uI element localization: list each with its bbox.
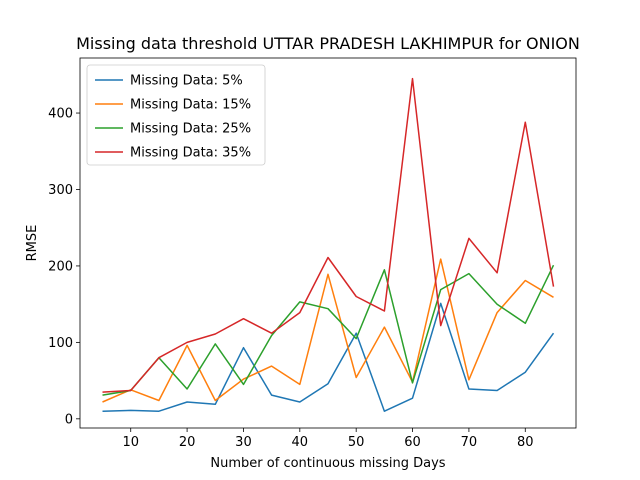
series-line-3	[102, 264, 555, 396]
x-tick-label: 50	[348, 435, 365, 450]
x-tick-label: 60	[404, 435, 421, 450]
legend-label-1: Missing Data: 5%	[130, 74, 243, 89]
y-tick-label: 300	[48, 183, 73, 198]
series-line-2	[102, 258, 554, 403]
x-tick-label: 30	[235, 435, 252, 450]
x-tick-label: 70	[461, 435, 478, 450]
y-tick-label: 200	[48, 259, 73, 274]
series-line-1	[102, 302, 555, 412]
x-tick-label: 80	[517, 435, 534, 450]
legend-box	[86, 64, 266, 166]
series-line-4	[102, 77, 555, 393]
x-axis-label: Number of continuous missing Days	[210, 456, 445, 471]
legend-label-3: Missing Data: 25%	[130, 122, 251, 137]
y-tick-label: 0	[65, 412, 73, 427]
legend-label-4: Missing Data: 35%	[130, 146, 251, 161]
legend-label-2: Missing Data: 15%	[130, 98, 251, 113]
y-tick-label: 400	[48, 107, 73, 122]
y-tick-label: 100	[48, 336, 73, 351]
x-tick-label: 40	[292, 435, 309, 450]
plot-area: 10 20 30 40 50 60 70 80 0 100 200 300 400 Missing Dat…	[48, 57, 577, 450]
x-tick-label: 10	[122, 435, 139, 450]
axes-frame	[79, 57, 577, 429]
x-tick-label: 20	[179, 435, 196, 450]
y-axis-label: RMSE	[25, 225, 40, 262]
chart-title: Missing data threshold UTTAR PRADESH LAK…	[76, 34, 580, 53]
